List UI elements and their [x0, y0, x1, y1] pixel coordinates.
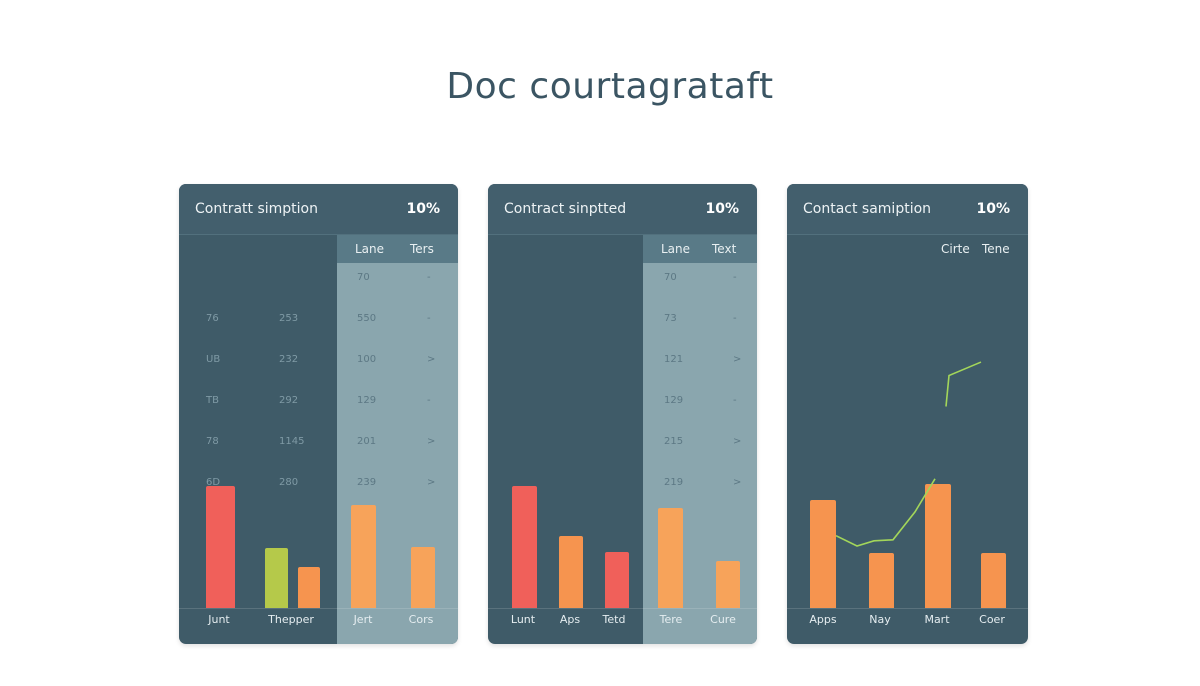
table-cell: UB	[206, 354, 221, 365]
category-label: Jert	[353, 613, 373, 626]
column-header-1: Lane	[355, 242, 385, 256]
table-cell: TB	[206, 395, 219, 406]
bar	[716, 560, 740, 608]
table-cell: >	[733, 477, 742, 488]
bar	[265, 548, 288, 608]
category-label: Tetd	[602, 613, 626, 626]
category-label: Cors	[408, 613, 434, 626]
table-cell: 76	[206, 313, 219, 324]
table-cell: 292	[279, 395, 299, 406]
table-cell: -	[733, 272, 737, 283]
bar	[869, 553, 894, 608]
bar	[605, 552, 629, 608]
category-label: Thepper	[268, 613, 314, 626]
card-percent: 10%	[406, 201, 440, 217]
bar	[298, 567, 320, 608]
table-cell: 219	[664, 477, 684, 488]
card-header: Contract sinptted 10%	[488, 184, 757, 235]
bar	[810, 499, 836, 608]
column-header-2: Tene	[982, 242, 1010, 256]
table-cell: 73	[664, 313, 677, 324]
card-percent: 10%	[976, 201, 1010, 217]
table-cell: 6D	[206, 477, 221, 488]
table-cell: 70	[664, 272, 677, 283]
chart-card-1: Contratt simption 10% Lane Ters 70 - 76 253…	[179, 184, 458, 644]
table-cell: >	[733, 436, 742, 447]
table-cell: 1145	[279, 436, 305, 447]
category-label: Apps	[809, 613, 837, 626]
table-cell: 129	[357, 395, 377, 406]
table-cell: -	[427, 395, 431, 406]
table-cell: 78	[206, 436, 219, 447]
bar	[512, 486, 537, 608]
table-cell: 215	[664, 436, 684, 447]
column-header-bar	[643, 235, 757, 263]
card-title: Contratt simption	[195, 201, 318, 217]
table-cell: 70	[357, 272, 370, 283]
card-header: Contact samiption 10%	[787, 184, 1028, 235]
table-cell: -	[427, 272, 431, 283]
trend-line	[945, 361, 982, 407]
table-cell: -	[427, 313, 431, 324]
table-cell: >	[733, 354, 742, 365]
trend-line	[835, 478, 936, 547]
chart-baseline	[179, 608, 458, 609]
category-label: Junt	[208, 613, 230, 626]
table-cell: 232	[279, 354, 299, 365]
bar	[925, 484, 951, 608]
table-cell: 100	[357, 354, 377, 365]
page-title: Doc courtagrataft	[446, 66, 774, 107]
table-cell: 121	[664, 354, 684, 365]
bar	[206, 486, 235, 608]
column-header-bar	[337, 235, 458, 263]
table-cell: -	[733, 313, 737, 324]
category-label: Aps	[559, 613, 581, 626]
category-label: Nay	[869, 613, 891, 626]
table-cell: >	[427, 436, 436, 447]
chart-baseline	[787, 608, 1028, 609]
bar	[559, 536, 583, 608]
table-cell: 239	[357, 477, 377, 488]
card-percent: 10%	[705, 201, 739, 217]
category-label: Coer	[979, 613, 1005, 626]
card-title: Contract sinptted	[504, 201, 627, 217]
category-label: Lunt	[510, 613, 536, 626]
category-label: Tere	[659, 613, 683, 626]
category-label: Mart	[924, 613, 950, 626]
table-cell: >	[427, 477, 436, 488]
column-header-1: Cirte	[941, 242, 970, 256]
card-header: Contratt simption 10%	[179, 184, 458, 235]
bar	[411, 547, 435, 608]
column-header-2: Text	[712, 242, 737, 256]
table-cell: 201	[357, 436, 377, 447]
column-header-2: Ters	[410, 242, 434, 256]
chart-baseline	[488, 608, 757, 609]
bar	[981, 553, 1006, 608]
table-cell: 280	[279, 477, 299, 488]
card-title: Contact samiption	[803, 201, 932, 217]
table-cell: -	[733, 395, 737, 406]
table-cell: 129	[664, 395, 684, 406]
table-cell: 253	[279, 313, 299, 324]
chart-card-2: Contract sinptted 10% Lane Text 70 - 73 - 12…	[488, 184, 757, 644]
chart-card-3: Contact samiption 10% Cirte Tene Apps Nay…	[787, 184, 1028, 644]
table-cell: >	[427, 354, 436, 365]
table-cell: 550	[357, 313, 377, 324]
bar	[658, 507, 683, 608]
bar	[351, 505, 376, 608]
category-label: Cure	[710, 613, 736, 626]
column-header-1: Lane	[661, 242, 691, 256]
